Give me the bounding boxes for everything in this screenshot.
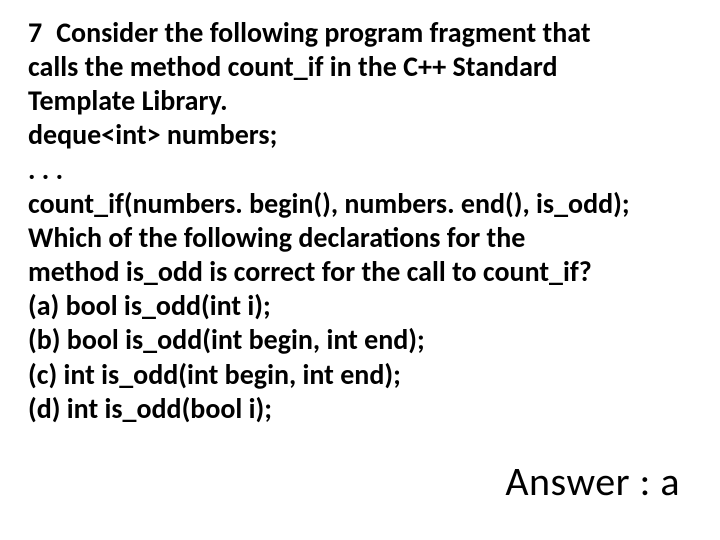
option-c: (c) int is_odd(int begin, int end); bbox=[28, 357, 401, 392]
prompt-line2: method is_odd is correct for the call to… bbox=[28, 254, 592, 289]
option-d: (d) int is_odd(bool i); bbox=[28, 391, 272, 426]
prompt-line1: Which of the following declarations for … bbox=[28, 220, 525, 255]
answer-label: Answer : a bbox=[505, 457, 680, 506]
code-line3: count_if(numbers. begin(), numbers. end(… bbox=[28, 186, 630, 221]
option-b: (b) bool is_odd(int begin, int end); bbox=[28, 322, 425, 357]
code-line2: . . . bbox=[28, 152, 63, 187]
question-text-line2: calls the method count_if in the C++ Sta… bbox=[28, 49, 558, 84]
question-number: 7 bbox=[28, 16, 42, 50]
code-line1: deque<int> numbers; bbox=[28, 117, 277, 152]
question-text-line1: Consider the following program fragment … bbox=[56, 15, 590, 50]
question-text-line3: Template Library. bbox=[28, 83, 228, 118]
question-block: 7 Consider the following program fragment… bbox=[28, 16, 702, 426]
option-a: (a) bool is_odd(int i); bbox=[28, 288, 271, 323]
slide: 7 Consider the following program fragment… bbox=[0, 0, 720, 540]
